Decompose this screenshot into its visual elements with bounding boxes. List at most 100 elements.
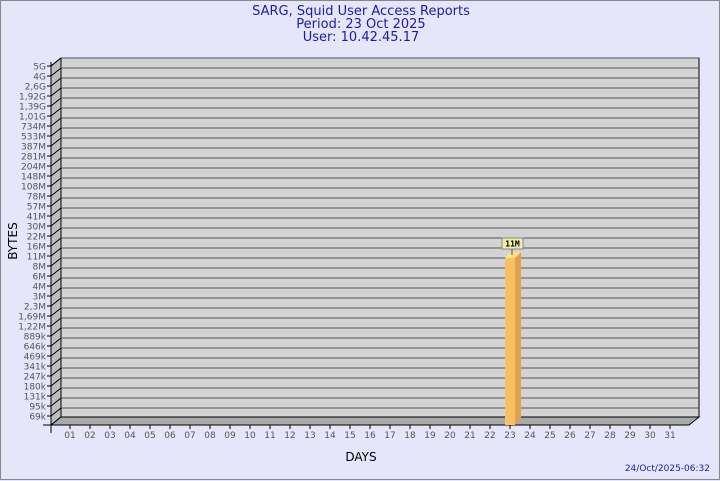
- y-tick-label: 78M: [27, 193, 46, 203]
- x-tick-label: 01: [64, 431, 75, 441]
- y-tick-label: 30M: [27, 223, 46, 233]
- y-tick-diagonal: [50, 137, 62, 147]
- x-tick-label: 18: [404, 431, 416, 441]
- y-tick-label: 281M: [21, 153, 46, 163]
- y-tick-label: 6M: [33, 273, 47, 283]
- footer-timestamp: 24/Oct/2025-06:32: [625, 464, 710, 474]
- y-tick-diagonal: [50, 147, 62, 157]
- y-tick-label: 646k: [24, 343, 47, 353]
- y-tick-diagonal: [50, 267, 62, 277]
- x-tick-label: 13: [304, 431, 315, 441]
- y-tick-diagonal: [50, 197, 62, 207]
- y-tick-label: 4M: [33, 283, 47, 293]
- plot-floor: [49, 416, 701, 426]
- y-tick-label: 4G: [33, 73, 46, 83]
- x-tick-label: 27: [584, 431, 595, 441]
- y-tick-label: 889k: [24, 333, 47, 343]
- y-tick-label: 247k: [24, 373, 47, 383]
- y-tick-label: 95k: [29, 403, 46, 413]
- x-tick-label: 03: [104, 431, 115, 441]
- y-tick-label: 734M: [21, 123, 46, 133]
- x-tick-label: 06: [164, 431, 176, 441]
- x-tick-label: 12: [284, 431, 295, 441]
- x-tick-label: 02: [84, 431, 95, 441]
- y-tick-diagonal: [50, 397, 62, 407]
- y-tick-label: 1,22M: [18, 323, 46, 333]
- x-tick-label: 24: [524, 431, 536, 441]
- y-tick-diagonal: [50, 57, 62, 67]
- bar-side: [515, 252, 521, 425]
- y-tick-label: 41M: [27, 213, 46, 223]
- y-tick-label: 1,92G: [19, 93, 46, 103]
- y-tick-label: 2,3M: [24, 303, 46, 313]
- y-tick-label: 1,01G: [19, 113, 46, 123]
- y-tick-diagonal: [50, 117, 62, 127]
- y-tick-diagonal: [50, 157, 62, 167]
- y-tick-diagonal: [50, 317, 62, 327]
- x-tick-label: 08: [204, 431, 216, 441]
- y-tick-diagonal: [50, 377, 62, 387]
- y-tick-diagonal: [50, 77, 62, 87]
- x-tick-label: 21: [464, 431, 475, 441]
- y-tick-label: 22M: [27, 233, 46, 243]
- x-tick-label: 05: [144, 431, 155, 441]
- chart-title: SARG, Squid User Access Reports: [252, 4, 470, 19]
- y-tick-diagonal: [50, 257, 62, 267]
- y-tick-label: 8M: [33, 263, 47, 273]
- y-tick-label: 341k: [24, 363, 47, 373]
- y-tick-label: 57M: [27, 203, 46, 213]
- x-tick-label: 10: [244, 431, 256, 441]
- y-tick-label: 180k: [24, 383, 47, 393]
- x-tick-label: 26: [564, 431, 576, 441]
- y-tick-label: 533M: [21, 133, 46, 143]
- y-tick-label: 1,39G: [19, 103, 46, 113]
- y-tick-label: 11M: [27, 253, 46, 263]
- y-tick-label: 1,69M: [18, 313, 46, 323]
- y-tick-diagonal: [50, 327, 62, 337]
- y-tick-label: 131k: [24, 393, 47, 403]
- y-tick-label: 148M: [21, 173, 46, 183]
- y-tick-diagonal: [50, 387, 62, 397]
- x-tick-label: 23: [504, 431, 515, 441]
- bar-top: [505, 252, 521, 258]
- y-tick-diagonal: [50, 237, 62, 247]
- x-tick-label: 11: [264, 431, 275, 441]
- y-tick-diagonal: [50, 97, 62, 107]
- y-tick-label: 16M: [27, 243, 46, 253]
- chart-period: Period: 23 Oct 2025: [296, 17, 426, 32]
- x-tick-label: 19: [424, 431, 436, 441]
- y-tick-diagonal: [50, 177, 62, 187]
- x-tick-label: 04: [124, 431, 136, 441]
- y-tick-diagonal: [50, 187, 62, 197]
- y-tick-diagonal: [50, 107, 62, 117]
- x-tick-label: 14: [324, 431, 336, 441]
- y-tick-label: 469k: [24, 353, 47, 363]
- x-axis-title: DAYS: [345, 450, 376, 464]
- y-tick-diagonal: [50, 287, 62, 297]
- y-tick-diagonal: [50, 407, 62, 417]
- y-tick-diagonal: [50, 247, 62, 257]
- y-tick-diagonal: [50, 277, 62, 287]
- x-tick-label: 20: [444, 431, 456, 441]
- x-tick-label: 16: [364, 431, 376, 441]
- x-tick-label: 29: [624, 431, 636, 441]
- x-tick-label: 25: [544, 431, 555, 441]
- y-tick-label: 5G: [33, 63, 46, 73]
- x-tick-label: 15: [344, 431, 355, 441]
- x-tick-label: 22: [484, 431, 495, 441]
- y-tick-label: 204M: [21, 163, 46, 173]
- x-tick-label: 17: [384, 431, 395, 441]
- chart-user: User: 10.42.45.17: [302, 30, 420, 45]
- y-tick-diagonal: [50, 307, 62, 317]
- y-axis-title: BYTES: [6, 222, 20, 259]
- y-tick-label: 387M: [21, 143, 46, 153]
- x-tick-label: 30: [644, 431, 656, 441]
- x-tick-label: 28: [604, 431, 616, 441]
- y-tick-diagonal: [50, 167, 62, 177]
- data-label-box: [501, 237, 524, 250]
- y-tick-diagonal: [50, 297, 62, 307]
- y-tick-diagonal: [50, 67, 62, 77]
- y-tick-label: 69k: [29, 413, 46, 423]
